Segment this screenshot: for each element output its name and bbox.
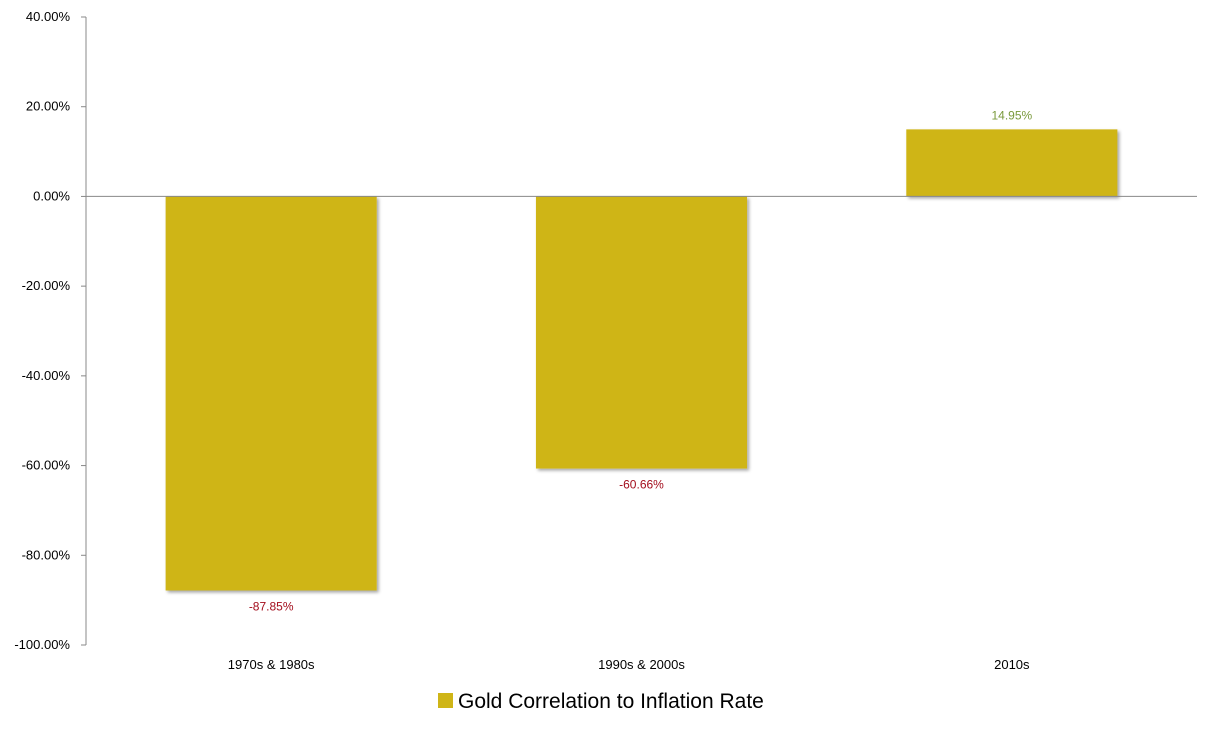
data-label: -60.66%: [619, 478, 664, 492]
data-labels: -87.85% -60.66% 14.95%: [249, 108, 1033, 613]
x-tick-label: 1990s & 2000s: [598, 657, 685, 672]
legend-swatch: [438, 693, 453, 708]
legend: Gold Correlation to Inflation Rate: [438, 690, 764, 713]
bars: [165, 129, 1118, 591]
y-tick-label: 20.00%: [26, 99, 71, 114]
y-tick-label: 0.00%: [33, 188, 70, 203]
y-tick-label: -60.00%: [22, 458, 71, 473]
y-tick-label: 40.00%: [26, 9, 71, 24]
y-tick-label: -100.00%: [14, 637, 70, 652]
data-label: 14.95%: [991, 108, 1032, 122]
legend-label: Gold Correlation to Inflation Rate: [458, 690, 764, 713]
x-tick-label: 2010s: [994, 657, 1030, 672]
y-tick-label: -20.00%: [22, 278, 71, 293]
y-tick-label: -40.00%: [22, 368, 71, 383]
y-axis: 40.00% 20.00% 0.00% -20.00% -40.00% -60.00% -8…: [14, 9, 87, 652]
bar: [535, 196, 748, 469]
x-axis-labels: 1970s & 1980s 1990s & 2000s 2010s: [228, 657, 1030, 672]
y-tick-label: -80.00%: [22, 547, 71, 562]
bar: [906, 129, 1118, 197]
bar: [165, 196, 377, 591]
x-tick-label: 1970s & 1980s: [228, 657, 315, 672]
data-label: -87.85%: [249, 599, 294, 613]
